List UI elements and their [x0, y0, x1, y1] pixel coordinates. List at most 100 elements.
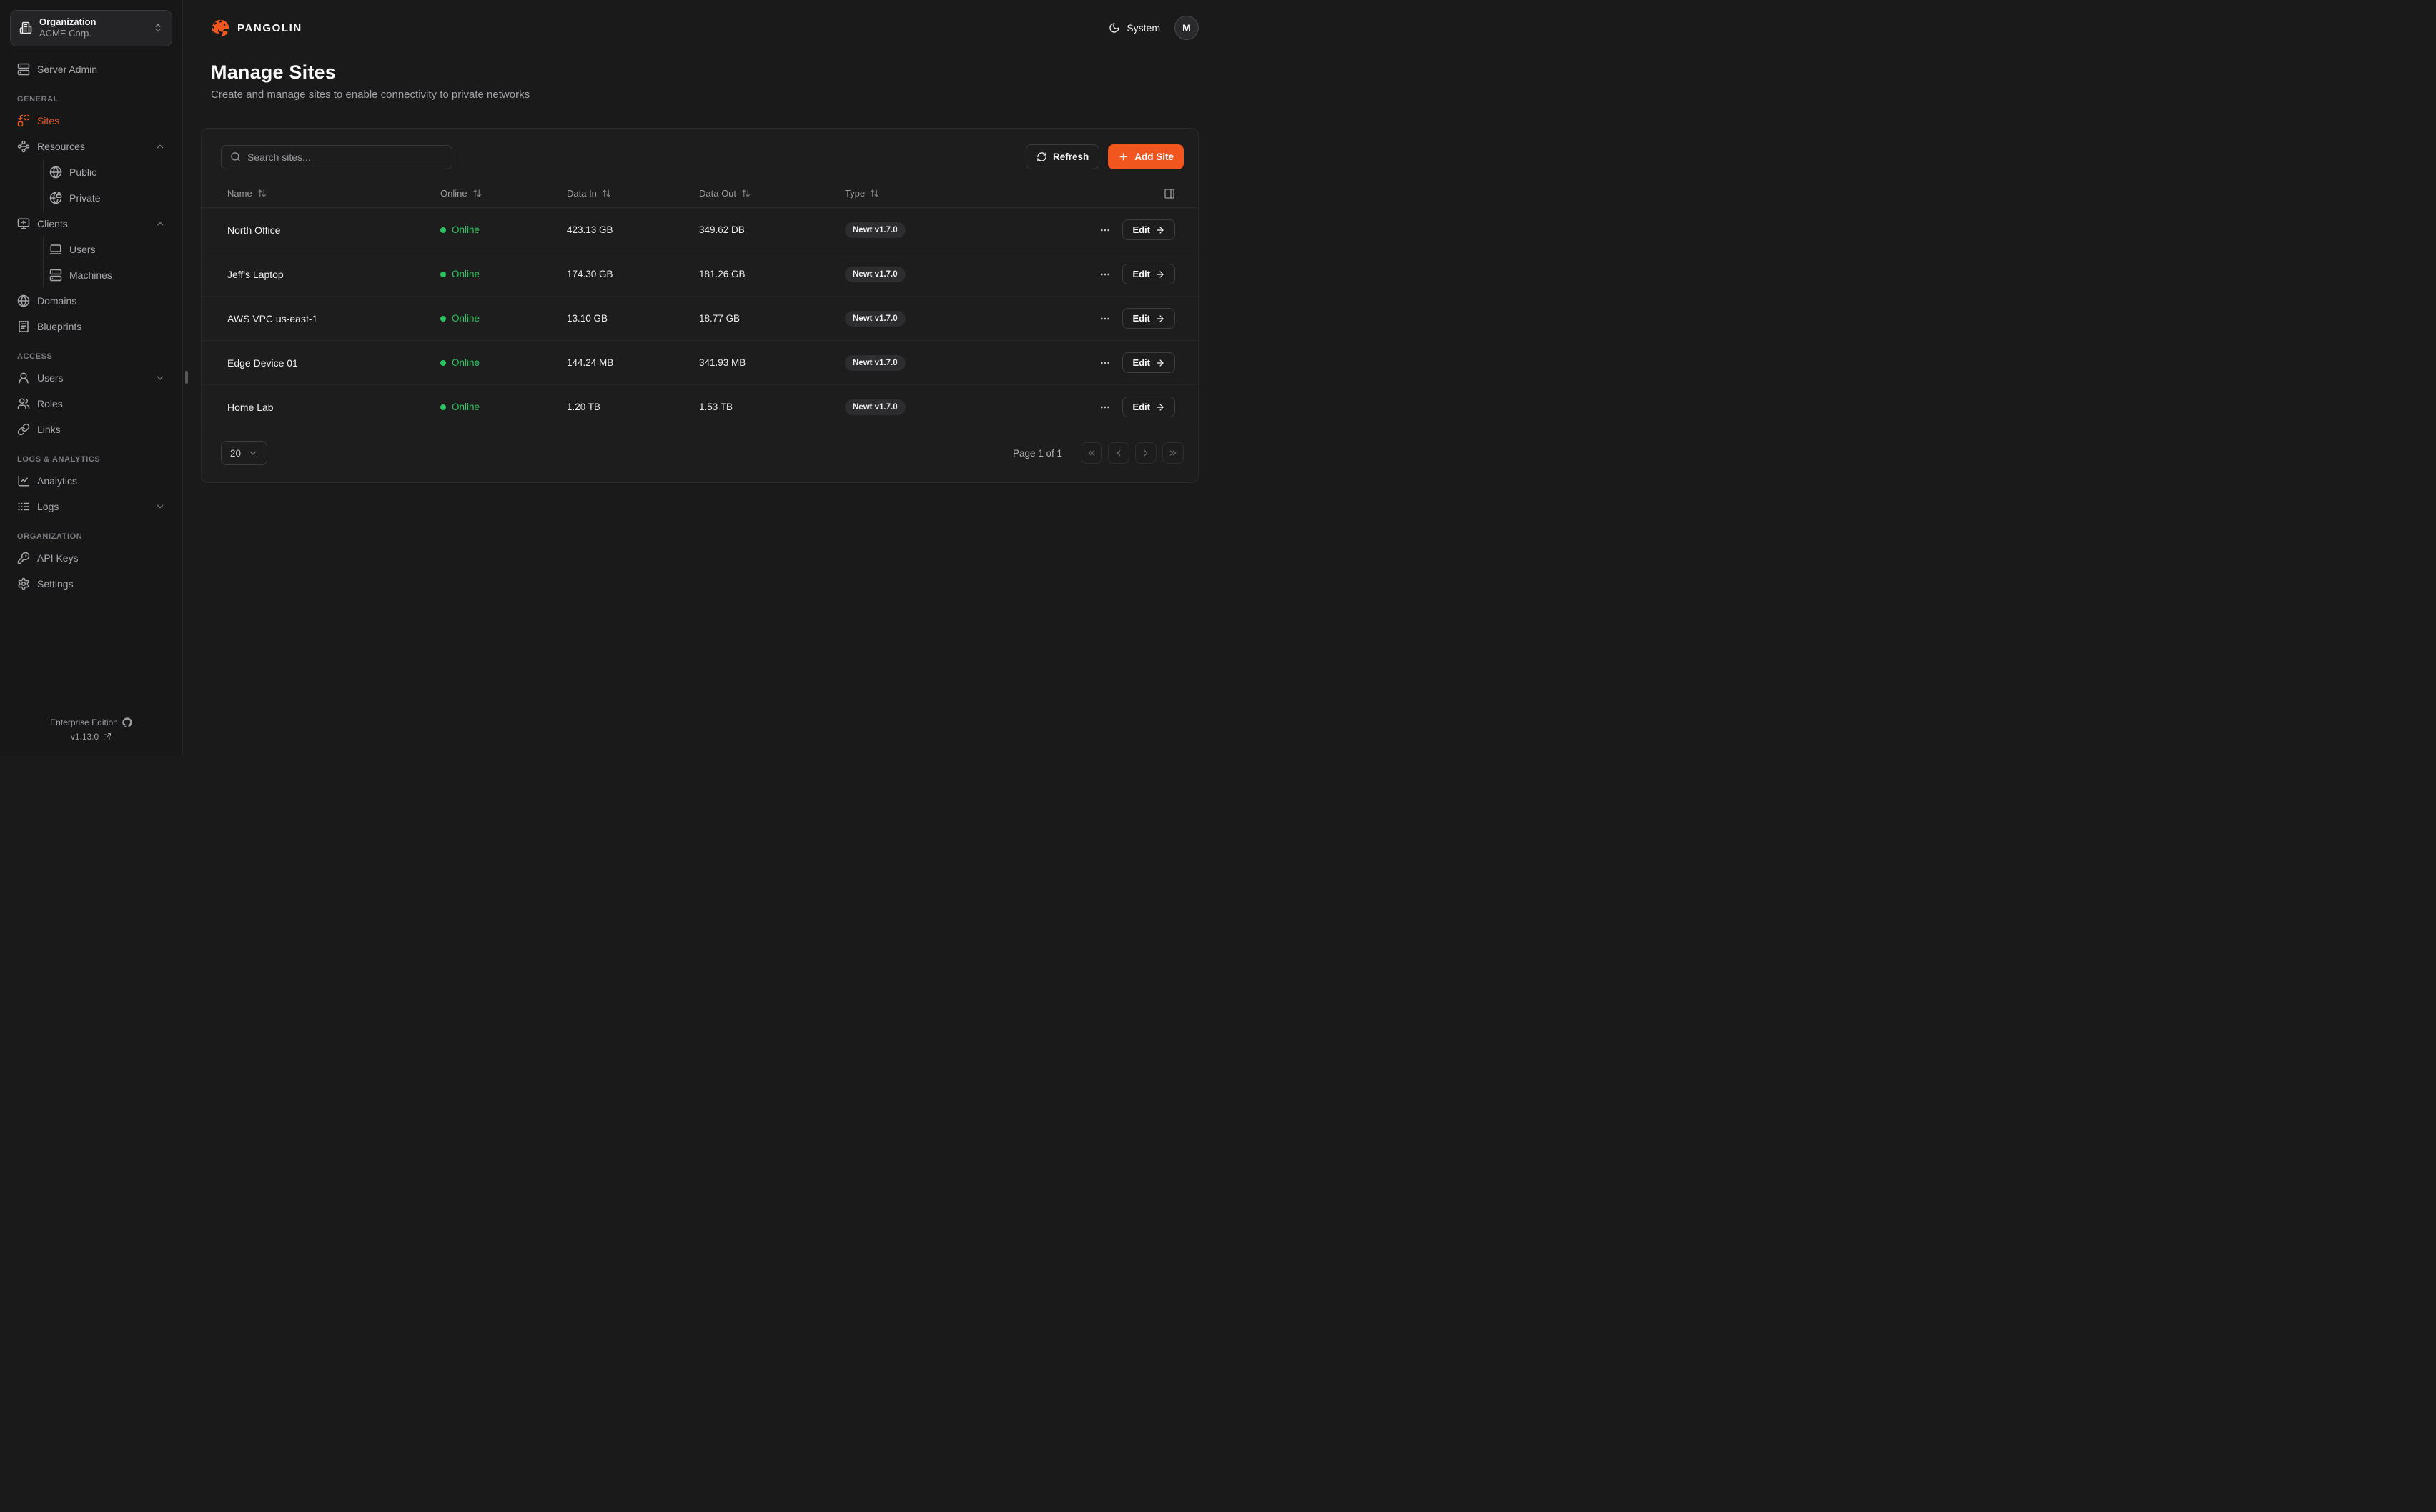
resources-subnav: Public Private: [43, 159, 172, 211]
receipt-icon: [19, 320, 29, 332]
sidebar-item-settings[interactable]: Settings: [10, 571, 172, 597]
sidebar-item-roles[interactable]: Roles: [10, 391, 172, 417]
sort-icon: [742, 189, 750, 197]
edit-button[interactable]: Edit: [1122, 352, 1175, 373]
sidebar-item-users[interactable]: Users: [10, 365, 172, 391]
sidebar-item-label: Public: [69, 166, 97, 178]
sidebar: Organization ACME Corp. Server Admin GEN…: [0, 0, 183, 756]
column-header-online[interactable]: Online: [440, 188, 567, 199]
arrow-right-icon: [1157, 226, 1164, 234]
site-status: Online: [440, 269, 567, 279]
sidebar-nav: Server Admin GENERAL Sites Resources Pub…: [10, 56, 172, 597]
sidebar-item-clients[interactable]: Clients: [10, 211, 172, 237]
ellipsis-icon: [1101, 317, 1110, 319]
first-page-button[interactable]: [1081, 442, 1102, 464]
row-menu-button[interactable]: [1098, 223, 1112, 237]
sidebar-item-blueprints[interactable]: Blueprints: [10, 314, 172, 339]
app-root: Organization ACME Corp. Server Admin GEN…: [0, 0, 1218, 756]
waypoints-icon: [17, 140, 30, 152]
row-menu-button[interactable]: [1098, 356, 1112, 370]
sidebar-item-label: Sites: [37, 114, 60, 126]
edit-button[interactable]: Edit: [1122, 397, 1175, 417]
sidebar-item-public[interactable]: Public: [44, 159, 172, 185]
sidebar-item-logs[interactable]: Logs: [10, 494, 172, 519]
chevron-left-icon: [1116, 449, 1121, 457]
site-data-out: 349.62 DB: [699, 224, 745, 235]
org-selector[interactable]: Organization ACME Corp.: [10, 10, 172, 46]
external-link-icon[interactable]: [103, 732, 112, 741]
sidebar-item-client-users[interactable]: Users: [44, 237, 172, 262]
site-data-out: 181.26 GB: [699, 269, 746, 279]
site-data-out: 1.53 TB: [699, 402, 733, 412]
chevron-right-icon: [1144, 449, 1148, 457]
plus-icon: [1119, 153, 1127, 161]
scrollbar-thumb[interactable]: [185, 371, 188, 384]
row-menu-button[interactable]: [1098, 267, 1112, 282]
edit-button[interactable]: Edit: [1122, 219, 1175, 240]
site-name: Home Lab: [227, 401, 274, 413]
sidebar-item-label: API Keys: [37, 552, 79, 564]
sidebar-item-resources[interactable]: Resources: [10, 134, 172, 159]
site-name: Jeff's Laptop: [227, 268, 284, 280]
table-row: AWS VPC us-east-1 Online 13.10 GB 18.77 …: [202, 297, 1198, 341]
user-icon: [19, 372, 29, 383]
building-icon: [19, 22, 32, 34]
page-size-select[interactable]: 20: [221, 441, 268, 465]
avatar-initial: M: [1182, 22, 1191, 34]
brand-logo: PANGOLIN: [211, 19, 302, 38]
site-data-in: 144.24 MB: [567, 357, 614, 368]
refresh-button[interactable]: Refresh: [1025, 144, 1100, 169]
table-row: Home Lab Online 1.20 TB 1.53 TB Newt v1.…: [202, 385, 1198, 429]
github-icon[interactable]: [122, 717, 132, 727]
last-page-button[interactable]: [1162, 442, 1184, 464]
sidebar-item-domains[interactable]: Domains: [10, 288, 172, 314]
search-input[interactable]: [247, 151, 443, 163]
site-data-in: 174.30 GB: [567, 269, 613, 279]
columns-toggle-icon[interactable]: [1164, 188, 1175, 199]
sidebar-item-label: Roles: [37, 397, 63, 409]
site-name: Edge Device 01: [227, 357, 298, 369]
sidebar-item-label: Users: [37, 372, 64, 384]
sidebar-item-private[interactable]: Private: [44, 185, 172, 211]
online-dot-icon: [440, 404, 446, 410]
row-menu-button[interactable]: [1098, 312, 1112, 326]
theme-toggle[interactable]: System: [1109, 22, 1160, 34]
refresh-label: Refresh: [1052, 151, 1089, 162]
chevron-up-icon: [157, 144, 164, 148]
site-name: AWS VPC us-east-1: [227, 312, 318, 324]
column-header-name[interactable]: Name: [227, 188, 440, 199]
column-header-type[interactable]: Type: [845, 188, 1164, 199]
add-site-button[interactable]: Add Site: [1108, 144, 1184, 169]
sidebar-item-machines[interactable]: Machines: [44, 262, 172, 288]
sidebar-item-api-keys[interactable]: API Keys: [10, 545, 172, 571]
site-status: Online: [440, 224, 567, 235]
sidebar-item-label: Clients: [37, 217, 68, 229]
monitor-up-icon: [17, 218, 30, 229]
ellipsis-icon: [1101, 362, 1110, 364]
sidebar-item-links[interactable]: Links: [10, 417, 172, 442]
row-menu-button[interactable]: [1098, 400, 1112, 414]
table-row: Jeff's Laptop Online 174.30 GB 181.26 GB…: [202, 252, 1198, 297]
sidebar-item-label: Blueprints: [37, 320, 82, 332]
site-data-out: 18.77 GB: [699, 313, 741, 324]
sidebar-item-analytics[interactable]: Analytics: [10, 468, 172, 494]
sidebar-item-server-admin[interactable]: Server Admin: [10, 56, 172, 82]
edit-button[interactable]: Edit: [1122, 308, 1175, 329]
site-data-in: 1.20 TB: [567, 402, 601, 412]
main-content: PANGOLIN System M Manage Sites Create an…: [183, 0, 1218, 756]
column-header-data-in[interactable]: Data In: [567, 188, 699, 199]
online-dot-icon: [440, 315, 446, 322]
avatar[interactable]: M: [1174, 16, 1199, 40]
column-header-data-out[interactable]: Data Out: [699, 188, 845, 199]
next-page-button[interactable]: [1135, 442, 1157, 464]
version-label: v1.13.0: [70, 732, 99, 742]
sidebar-item-sites[interactable]: Sites: [10, 108, 172, 134]
prev-page-button[interactable]: [1108, 442, 1129, 464]
edit-button[interactable]: Edit: [1122, 264, 1175, 284]
chevron-down-icon: [249, 451, 257, 455]
sidebar-footer: Enterprise Edition v1.13.0: [10, 713, 172, 746]
ellipsis-icon: [1101, 229, 1110, 231]
globe-icon: [17, 294, 30, 307]
table-row: North Office Online 423.13 GB 349.62 DB …: [202, 208, 1198, 252]
chevrons-left-icon: [1088, 450, 1095, 456]
